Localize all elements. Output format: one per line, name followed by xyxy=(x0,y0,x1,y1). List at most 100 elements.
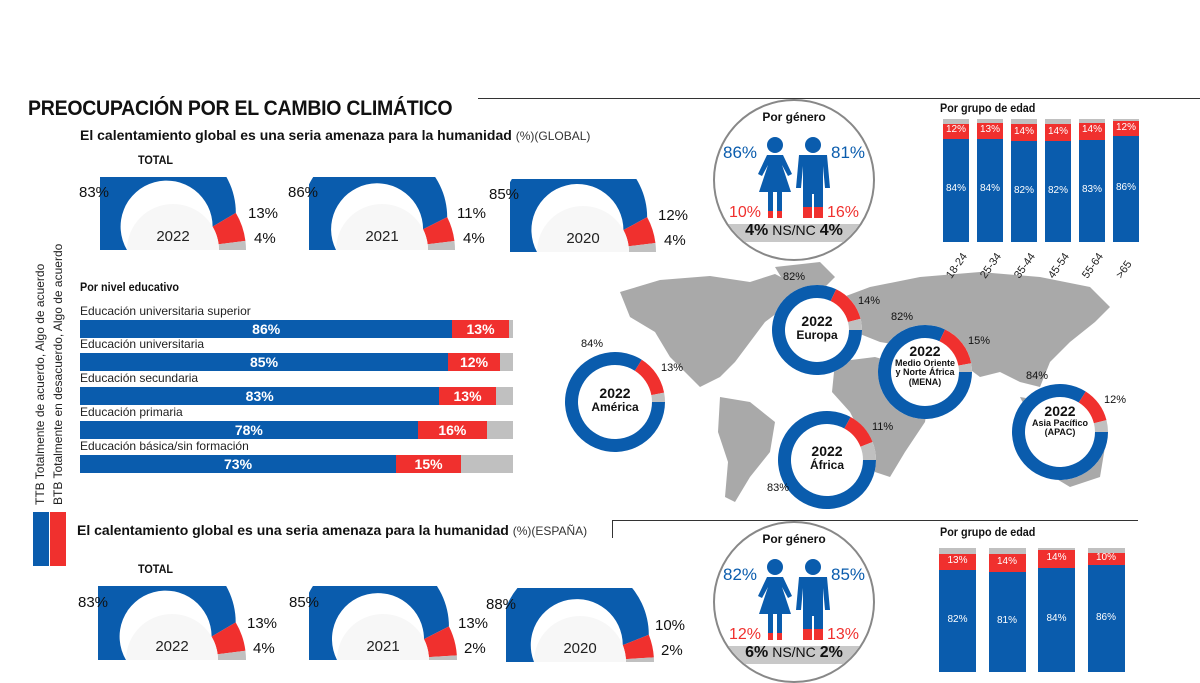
age-disagree-value: 14% xyxy=(1081,124,1102,136)
gauge-segment-agree xyxy=(510,179,648,252)
region-center-label: 2022 Europa xyxy=(785,314,849,341)
region-segment-nsnc xyxy=(958,363,972,372)
gauge-year: 2020 xyxy=(566,230,600,247)
education-level-label: Educación universitaria xyxy=(80,337,205,351)
region-disagree-label: 11% xyxy=(872,421,894,433)
region-agree-label: 83% xyxy=(767,482,790,494)
gauge-segment-disagree xyxy=(622,634,654,660)
age-bar-agree xyxy=(943,138,969,242)
education-agree-value: 78% xyxy=(234,422,263,438)
age-agree-value: 84% xyxy=(1046,612,1067,624)
region-name: (MENA) xyxy=(908,376,942,387)
region-segment-nsnc xyxy=(1093,420,1108,432)
gender-figures xyxy=(758,559,830,640)
region-disagree-label: 12% xyxy=(1104,394,1127,406)
region-center-label: 2022 África xyxy=(791,444,863,471)
region-disagree-label: 15% xyxy=(968,335,991,347)
age-bar-agree xyxy=(977,138,1003,242)
gauge-agree-label: 88% xyxy=(486,596,517,613)
gauge-segment-agree xyxy=(100,177,236,250)
age-bar: 81% 14% xyxy=(988,548,1026,672)
region-year: 2022 xyxy=(811,443,843,459)
gauge-nsnc-label: 2% xyxy=(661,642,683,659)
gauge-segment-nsnc xyxy=(628,242,656,252)
age-bar: 84% 13% xyxy=(977,119,1003,242)
region-year: 2022 xyxy=(909,343,941,359)
region-segment-nsnc xyxy=(860,441,876,460)
education-bar-disagree xyxy=(452,320,509,338)
age-disagree-value: 12% xyxy=(1115,121,1136,133)
gender-circle: Por género 82% 85% 12% 13% 6% NS/NC 2% xyxy=(713,521,875,683)
region-name: (APAC) xyxy=(1044,427,1076,438)
gauge-disagree-label: 13% xyxy=(458,615,489,632)
age-bar-disagree xyxy=(1045,123,1071,142)
man-icon xyxy=(796,559,830,640)
region-donut xyxy=(878,325,972,419)
gauge-agree-label: 86% xyxy=(288,184,319,201)
region-donut xyxy=(772,285,862,375)
age-disagree-value: 14% xyxy=(996,555,1017,567)
education-disagree-value: 13% xyxy=(453,388,482,404)
spain-unit: (%)(ESPAÑA) xyxy=(512,524,588,538)
women-nsnc-value: 6% xyxy=(745,644,769,661)
education-agree-value: 73% xyxy=(224,456,253,472)
education-bar-disagree xyxy=(417,421,487,439)
gauge-segment-nsnc xyxy=(217,650,246,660)
education-disagree-value: 13% xyxy=(466,321,495,337)
region-segment-nsnc xyxy=(651,392,665,402)
region-segment-disagree xyxy=(939,329,972,366)
global-unit: (%)(GLOBAL) xyxy=(515,129,591,143)
men-agree-value: 85% xyxy=(831,565,866,584)
education-agree-value: 86% xyxy=(252,321,281,337)
global-subtitle-text: El calentamiento global es una seria ame… xyxy=(80,127,512,143)
age-bar: 86% 10% xyxy=(1087,548,1125,672)
gauge-segment-disagree xyxy=(423,217,455,245)
gender-circle: Por género 86% 81% 10% 16% 4% NS/NC 4% xyxy=(713,99,875,261)
gauge-segment-disagree xyxy=(423,626,457,658)
gauge-segment-disagree xyxy=(211,622,246,655)
gauge-year: 2022 xyxy=(155,638,189,655)
age-bar: 84% 12% xyxy=(943,119,969,242)
age-disagree-value: 14% xyxy=(1047,125,1068,137)
age-bar-agree xyxy=(1113,136,1139,242)
education-level-label: Educación secundaria xyxy=(80,371,199,385)
spain-subtitle: El calentamiento global es una seria ame… xyxy=(77,522,587,538)
gender-title: Por género xyxy=(762,532,826,546)
women-agree-value: 82% xyxy=(723,565,758,584)
page-title: PREOCUPACIÓN POR EL CAMBIO CLIMÁTICO xyxy=(28,97,453,120)
education-bar-disagree xyxy=(448,353,500,371)
gender-title: Por género xyxy=(762,110,826,124)
gauge-segment-disagree xyxy=(212,212,246,245)
age-bar-disagree xyxy=(939,554,976,571)
education-bar-disagree xyxy=(396,455,462,473)
region-donut-bg xyxy=(1012,384,1108,480)
gauge-2020 xyxy=(510,179,656,252)
age-bar-agree xyxy=(1011,141,1037,242)
age-disagree-value: 14% xyxy=(1013,125,1034,137)
legend-btb-label: BTB Totalmente en desacuerdo, Algo de ac… xyxy=(51,243,65,505)
global-age-title: Por grupo de edad xyxy=(940,101,1036,115)
gauge-nsnc-label: 4% xyxy=(664,232,686,249)
gauge-disagree-label: 11% xyxy=(457,205,486,222)
age-agree-value: 82% xyxy=(947,614,968,626)
age-agree-value: 82% xyxy=(1013,184,1034,196)
age-bar-agree xyxy=(1038,567,1075,672)
age-agree-value: 83% xyxy=(1081,183,1102,195)
region-segment-disagree xyxy=(1078,391,1107,424)
region-donut-bg xyxy=(878,325,972,419)
map-eurasia xyxy=(830,272,1110,387)
gauge-segment-disagree xyxy=(623,217,656,247)
women-disagree-value: 12% xyxy=(729,626,762,643)
nsnc-band xyxy=(715,224,873,242)
region-year: 2022 xyxy=(801,313,833,329)
gauge-year: 2021 xyxy=(366,638,400,655)
region-segment-nsnc xyxy=(847,318,862,330)
map-north-america xyxy=(620,274,800,387)
age-bar-disagree xyxy=(943,123,969,139)
header-rule xyxy=(478,98,1200,99)
region-agree-label: 84% xyxy=(1026,370,1049,382)
global-subtitle: El calentamiento global es una seria ame… xyxy=(80,127,590,143)
gauge-disagree-label: 10% xyxy=(655,617,686,634)
age-bar-disagree xyxy=(1087,552,1125,566)
gauge-nsnc-label: 4% xyxy=(254,230,276,247)
